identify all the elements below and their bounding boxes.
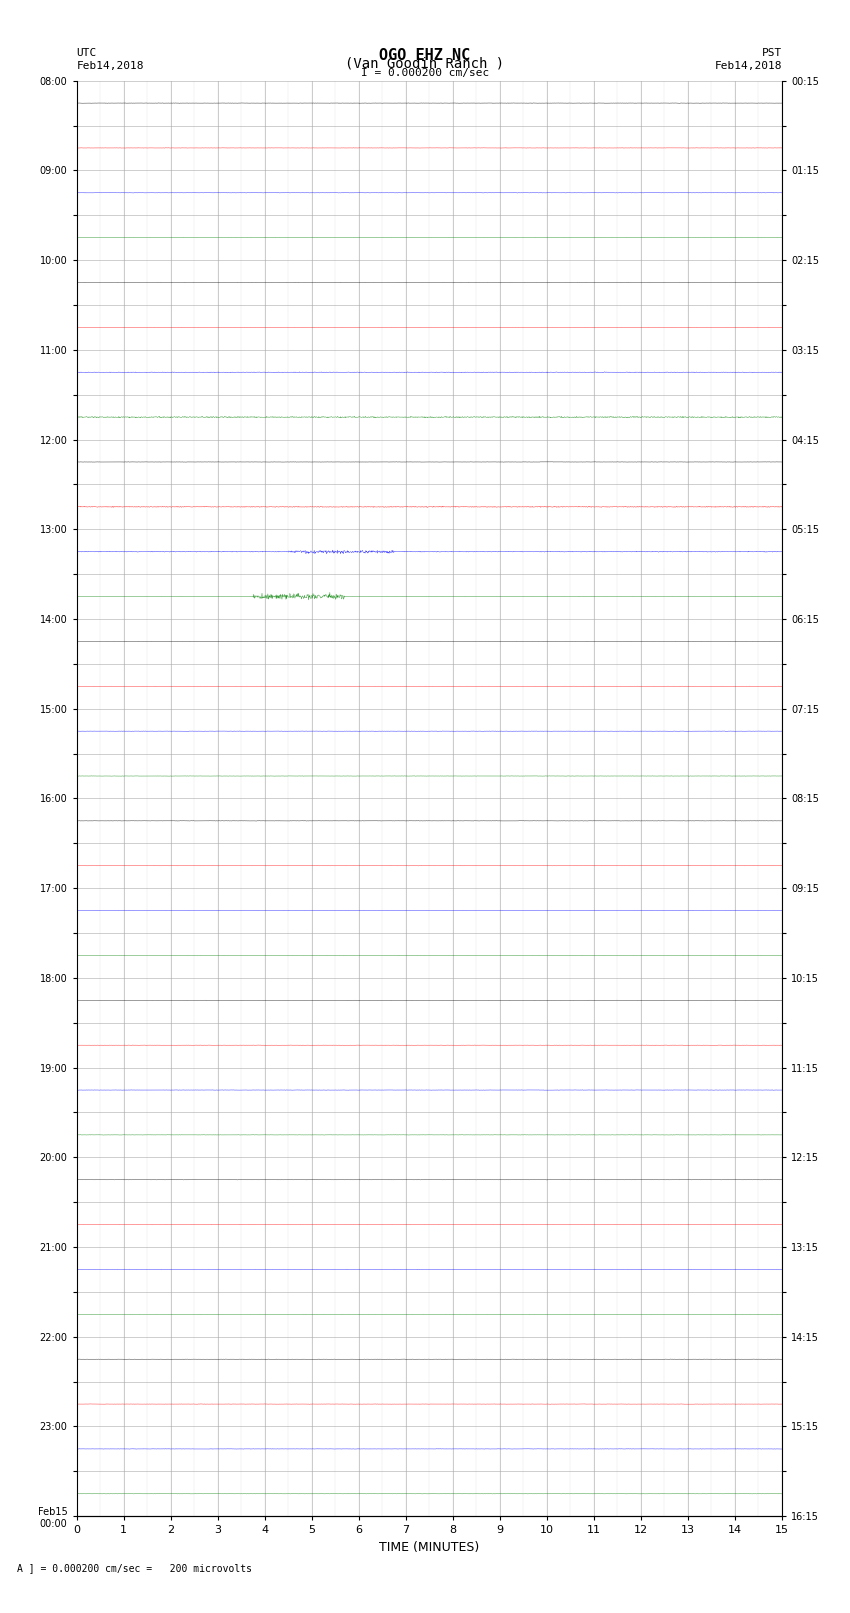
- Text: (Van Goodin Ranch ): (Van Goodin Ranch ): [345, 56, 505, 71]
- Text: OGO EHZ NC: OGO EHZ NC: [379, 48, 471, 63]
- Text: I = 0.000200 cm/sec: I = 0.000200 cm/sec: [361, 68, 489, 77]
- Text: A ] = 0.000200 cm/sec =   200 microvolts: A ] = 0.000200 cm/sec = 200 microvolts: [17, 1563, 252, 1573]
- X-axis label: TIME (MINUTES): TIME (MINUTES): [379, 1540, 479, 1553]
- Text: Feb14,2018: Feb14,2018: [76, 61, 144, 71]
- Text: Feb14,2018: Feb14,2018: [715, 61, 782, 71]
- Text: PST: PST: [762, 48, 782, 58]
- Text: UTC: UTC: [76, 48, 97, 58]
